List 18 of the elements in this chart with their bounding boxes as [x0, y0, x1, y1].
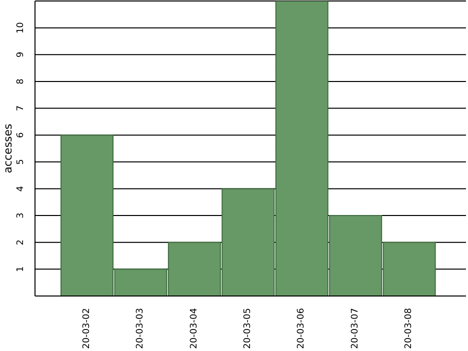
y-tick-label: 8	[16, 78, 26, 84]
y-tick-label: 6	[16, 132, 26, 138]
x-tick-label: 20-03-08	[404, 308, 414, 349]
y-tick-label: 3	[16, 212, 26, 218]
y-tick-label: 4	[16, 186, 26, 192]
y-tick-label: 1	[16, 266, 26, 272]
x-tick-label: 20-03-03	[136, 308, 146, 349]
y-tick-label: 7	[16, 105, 26, 112]
x-tick-label: 20-03-04	[189, 308, 200, 349]
x-tick-label: 20-03-02	[82, 308, 92, 349]
x-tick-label: 20-03-06	[296, 308, 307, 349]
y-tick-label: 10	[16, 22, 26, 34]
x-tick-label: 20-03-05	[243, 308, 253, 349]
y-tick-label: 5	[16, 159, 26, 165]
y-axis-title: accesses	[2, 123, 14, 174]
x-tick-label: 20-03-07	[350, 308, 360, 349]
y-tick-label: 9	[16, 52, 26, 58]
y-tick-label: 2	[16, 239, 26, 246]
